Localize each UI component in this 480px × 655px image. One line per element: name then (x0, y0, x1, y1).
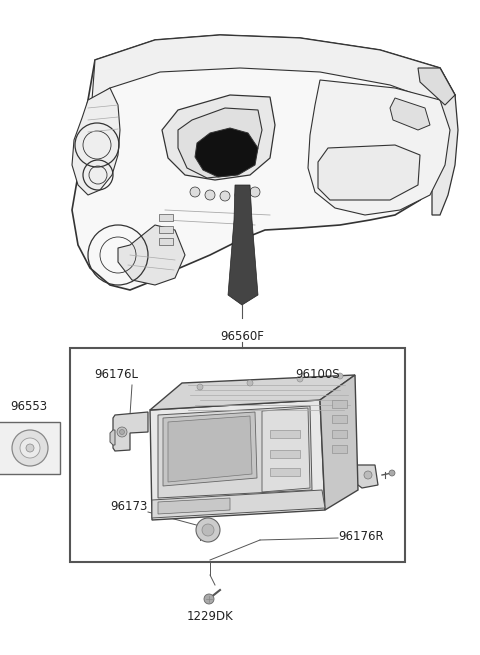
Bar (332, 415, 347, 423)
Bar (70, 348, 405, 562)
Circle shape (205, 190, 215, 200)
Polygon shape (318, 145, 420, 200)
Bar (159, 214, 173, 221)
Polygon shape (178, 108, 262, 178)
Circle shape (364, 471, 372, 479)
Circle shape (250, 187, 260, 197)
Bar (332, 430, 347, 438)
Polygon shape (72, 35, 455, 290)
Polygon shape (262, 408, 310, 492)
Circle shape (235, 190, 245, 200)
Text: 96100S: 96100S (295, 368, 340, 381)
Polygon shape (158, 406, 312, 498)
Polygon shape (158, 498, 230, 514)
Bar (159, 226, 173, 233)
Polygon shape (162, 95, 275, 180)
Polygon shape (72, 88, 120, 195)
Text: 1229DK: 1229DK (187, 610, 233, 623)
Polygon shape (113, 412, 148, 451)
Polygon shape (325, 465, 378, 498)
Bar (332, 400, 347, 408)
Circle shape (26, 444, 34, 452)
Polygon shape (320, 375, 358, 510)
Bar (270, 430, 300, 438)
Text: 96553: 96553 (10, 400, 47, 413)
Circle shape (247, 380, 253, 386)
Polygon shape (110, 430, 115, 445)
Circle shape (12, 430, 48, 466)
Polygon shape (308, 80, 450, 215)
Bar (0, 422, 60, 474)
Circle shape (190, 187, 200, 197)
Polygon shape (92, 35, 455, 105)
Bar (270, 450, 300, 458)
Polygon shape (168, 416, 252, 482)
Circle shape (337, 373, 343, 379)
Text: 96176R: 96176R (338, 530, 384, 543)
Polygon shape (150, 375, 355, 410)
Text: 96176L: 96176L (94, 368, 138, 381)
Circle shape (389, 470, 395, 476)
Circle shape (120, 430, 124, 434)
Circle shape (220, 191, 230, 201)
Polygon shape (118, 225, 185, 285)
Circle shape (197, 384, 203, 390)
Polygon shape (432, 85, 458, 215)
Circle shape (196, 518, 220, 542)
Circle shape (297, 376, 303, 382)
Polygon shape (228, 185, 258, 305)
Circle shape (117, 427, 127, 437)
Text: 96173: 96173 (110, 500, 148, 513)
Circle shape (20, 438, 40, 458)
Polygon shape (195, 128, 258, 177)
Polygon shape (152, 490, 325, 518)
Polygon shape (163, 412, 257, 486)
Polygon shape (418, 68, 455, 105)
Polygon shape (390, 98, 430, 130)
Circle shape (202, 524, 214, 536)
Bar (159, 238, 173, 245)
Text: 96560F: 96560F (220, 330, 264, 343)
Polygon shape (150, 400, 325, 520)
Bar (332, 445, 347, 453)
Bar (270, 468, 300, 476)
Circle shape (204, 594, 214, 604)
